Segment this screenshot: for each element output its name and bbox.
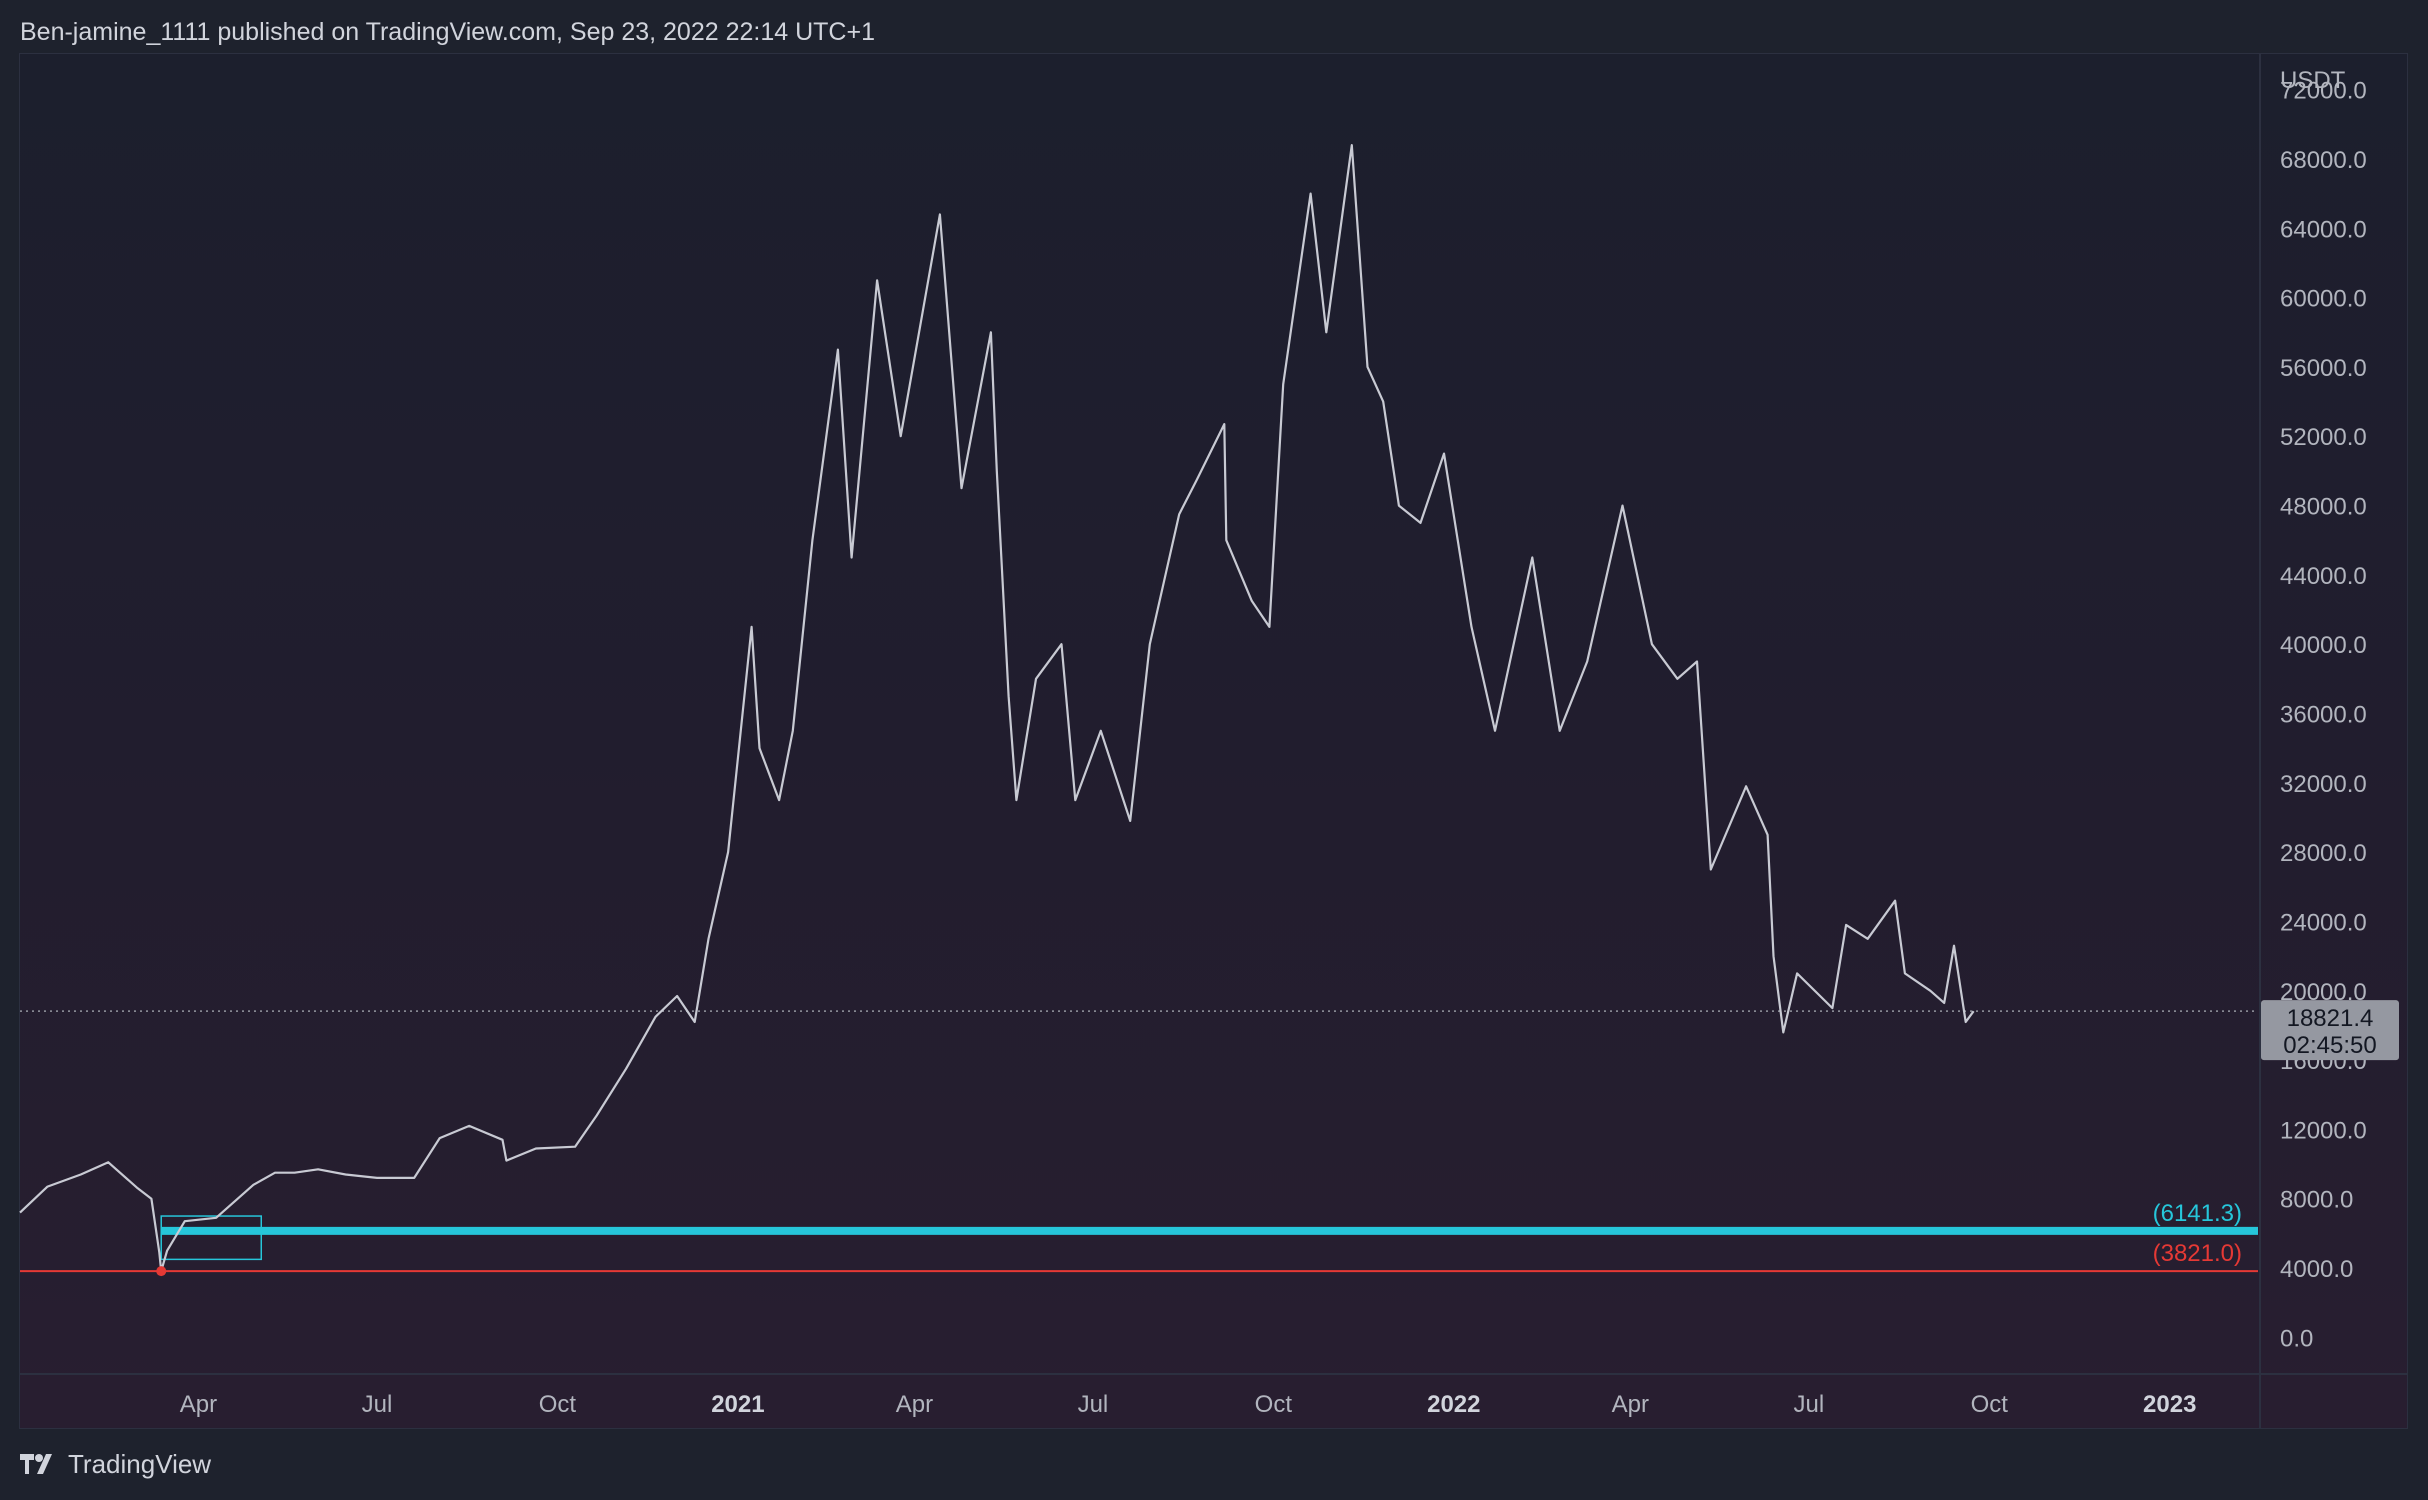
price-tick-label: 0.0 [2280,1325,2313,1352]
time-tick-label: Oct [1971,1391,2009,1418]
time-tick-label: 2022 [1427,1391,1480,1418]
price-tick-label: 72000.0 [2280,78,2367,105]
time-tick-label: Oct [1255,1391,1293,1418]
price-tick-label: 68000.0 [2280,147,2367,174]
support-level-label: (6141.3) [2153,1200,2242,1227]
chart-frame [19,53,2408,1429]
price-tick-label: 12000.0 [2280,1117,2367,1144]
tradingview-logo-icon[interactable] [20,1452,60,1476]
current-price-value: 18821.4 [2287,1005,2374,1032]
current-price-badge-bg [2261,1000,2399,1061]
price-tick-label: 40000.0 [2280,632,2367,659]
price-tick-label: 32000.0 [2280,771,2367,798]
price-axis[interactable]: 72000.0 68000.0 64000.0 60000.0 56000.0 52000… [2280,78,2367,1353]
bar-countdown: 02:45:50 [2283,1032,2376,1059]
low-marker[interactable] [156,1266,167,1277]
time-tick-label: Jul [1078,1391,1109,1418]
time-tick-label: 2021 [711,1391,764,1418]
price-tick-label: 4000.0 [2280,1256,2353,1283]
price-tick-label: 28000.0 [2280,840,2367,867]
time-tick-label: Oct [539,1391,577,1418]
price-tick-label: 24000.0 [2280,909,2367,936]
range-box[interactable] [160,1215,263,1261]
time-tick-label: Apr [180,1391,217,1418]
current-price-badge[interactable]: 18821.4 02:45:50 [2261,1000,2399,1061]
publish-info: Ben-jamine_1111 published on TradingView… [20,18,875,46]
brand-name[interactable]: TradingView [68,1448,212,1479]
price-tick-label: 56000.0 [2280,355,2367,382]
price-tick-label: 36000.0 [2280,702,2367,729]
footer: TradingView [20,1446,211,1482]
time-tick-label: Jul [362,1391,393,1418]
time-axis[interactable]: Apr Jul Oct 2021 Apr Jul Oct 2022 Apr Jul Oct 2023 [180,1391,2197,1418]
time-tick-label: Apr [1612,1391,1649,1418]
price-tick-label: 64000.0 [2280,216,2367,243]
price-tick-label: 48000.0 [2280,494,2367,521]
time-tick-label: Jul [1793,1391,1824,1418]
time-tick-label: Apr [896,1391,933,1418]
quote-currency-label: USDT [2280,67,2346,94]
time-tick-label: 2023 [2143,1391,2196,1418]
price-tick-label: 60000.0 [2280,286,2367,313]
price-tick-label: 44000.0 [2280,563,2367,590]
low-level-label: (3821.0) [2153,1240,2242,1267]
price-tick-label: 52000.0 [2280,424,2367,451]
series-price-line [19,144,1975,1273]
price-tick-label: 8000.0 [2280,1187,2353,1214]
